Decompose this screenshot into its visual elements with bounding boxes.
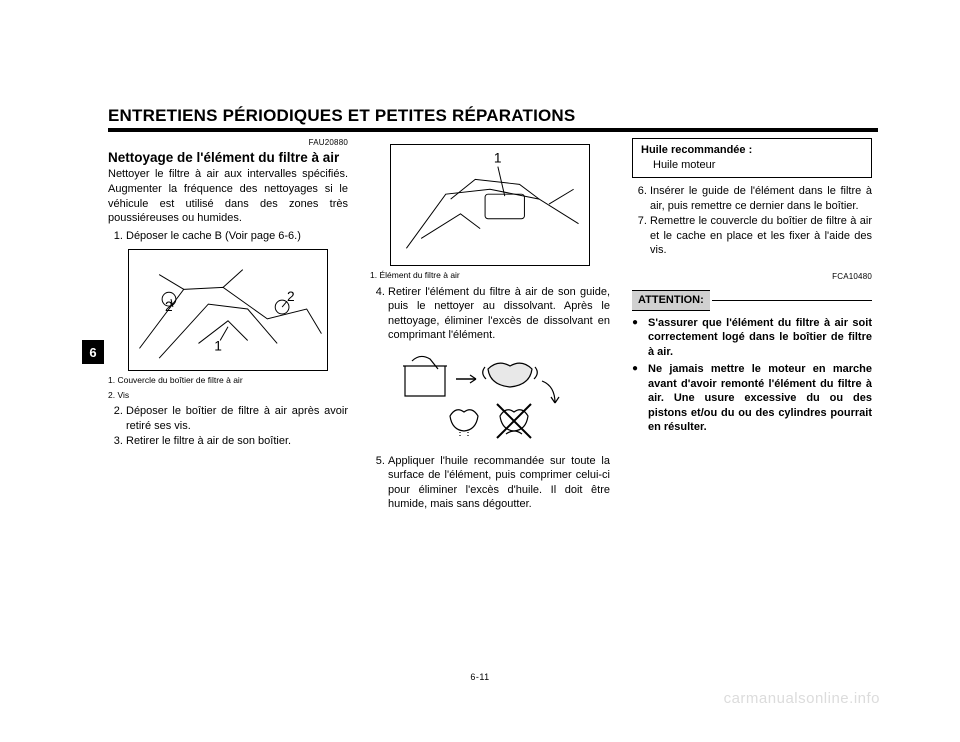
step-item: Retirer l'élément du filtre à air de son… bbox=[388, 285, 610, 343]
step-list-col2: Retirer l'élément du filtre à air de son… bbox=[370, 285, 610, 343]
attention-heading: ATTENTION: bbox=[632, 290, 872, 311]
figure-1-caption-2: 2. Vis bbox=[108, 390, 348, 401]
page-number: 6-11 bbox=[0, 672, 960, 682]
content-columns: FAU20880 Nettoyage de l'élément du filtr… bbox=[108, 138, 876, 513]
oil-label: Huile recommandée : bbox=[641, 143, 863, 158]
column-3: Huile recommandée : Huile moteur Insérer… bbox=[632, 138, 872, 513]
fig1-label-1: 1 bbox=[214, 338, 222, 353]
step-list-cont: Déposer le boîtier de filtre à air après… bbox=[108, 404, 348, 449]
bullet-item: S'assurer que l'élément du filtre à air … bbox=[632, 316, 872, 360]
step-list-col2b: Appliquer l'huile recommandée sur toute … bbox=[370, 454, 610, 512]
figure-2-caption: 1. Élément du filtre à air bbox=[370, 270, 610, 281]
fig1-label-2b: 2 bbox=[287, 289, 295, 304]
fig2-label: 1 bbox=[494, 151, 502, 166]
oil-value: Huile moteur bbox=[641, 158, 863, 173]
step-list: Déposer le cache B (Voir page 6-6.) bbox=[108, 229, 348, 244]
oil-spec-box: Huile recommandée : Huile moteur bbox=[632, 138, 872, 178]
ref-code: FAU20880 bbox=[108, 138, 348, 149]
page-header: ENTRETIENS PÉRIODIQUES ET PETITES RÉPARA… bbox=[108, 106, 878, 132]
attention-bullets: S'assurer que l'élément du filtre à air … bbox=[632, 316, 872, 435]
figure-1-caption-1: 1. Couvercle du boîtier de filtre à air bbox=[108, 375, 348, 386]
column-2: 1 1. Élément du filtre à air Retirer l'é… bbox=[370, 138, 610, 513]
figure-3 bbox=[390, 351, 590, 446]
section-heading: Nettoyage de l'élément du filtre à air bbox=[108, 150, 348, 166]
attention-label: ATTENTION: bbox=[632, 290, 710, 311]
figure-2: 1 bbox=[390, 144, 590, 266]
step-item: Insérer le guide de l'élément dans le fi… bbox=[650, 184, 872, 213]
step-item: Remettre le couvercle du boîtier de filt… bbox=[650, 214, 872, 258]
column-1: FAU20880 Nettoyage de l'élément du filtr… bbox=[108, 138, 348, 513]
page-title: ENTRETIENS PÉRIODIQUES ET PETITES RÉPARA… bbox=[108, 106, 878, 126]
intro-paragraph: Nettoyer le filtre à air aux intervalles… bbox=[108, 167, 348, 225]
step-list-col3: Insérer le guide de l'élément dans le fi… bbox=[632, 184, 872, 258]
ref-code-2: FCA10480 bbox=[632, 272, 872, 283]
header-rule bbox=[108, 128, 878, 132]
step-item: Déposer le boîtier de filtre à air après… bbox=[126, 404, 348, 433]
chapter-tab: 6 bbox=[82, 340, 104, 364]
watermark: carmanualsonline.info bbox=[724, 690, 880, 707]
step-item: Retirer le filtre à air de son boîtier. bbox=[126, 434, 348, 449]
step-item: Appliquer l'huile recommandée sur toute … bbox=[388, 454, 610, 512]
step-item: Déposer le cache B (Voir page 6-6.) bbox=[126, 229, 348, 244]
bullet-item: Ne jamais mettre le moteur en marche ava… bbox=[632, 362, 872, 435]
figure-1: 2 2 1 bbox=[128, 249, 328, 371]
